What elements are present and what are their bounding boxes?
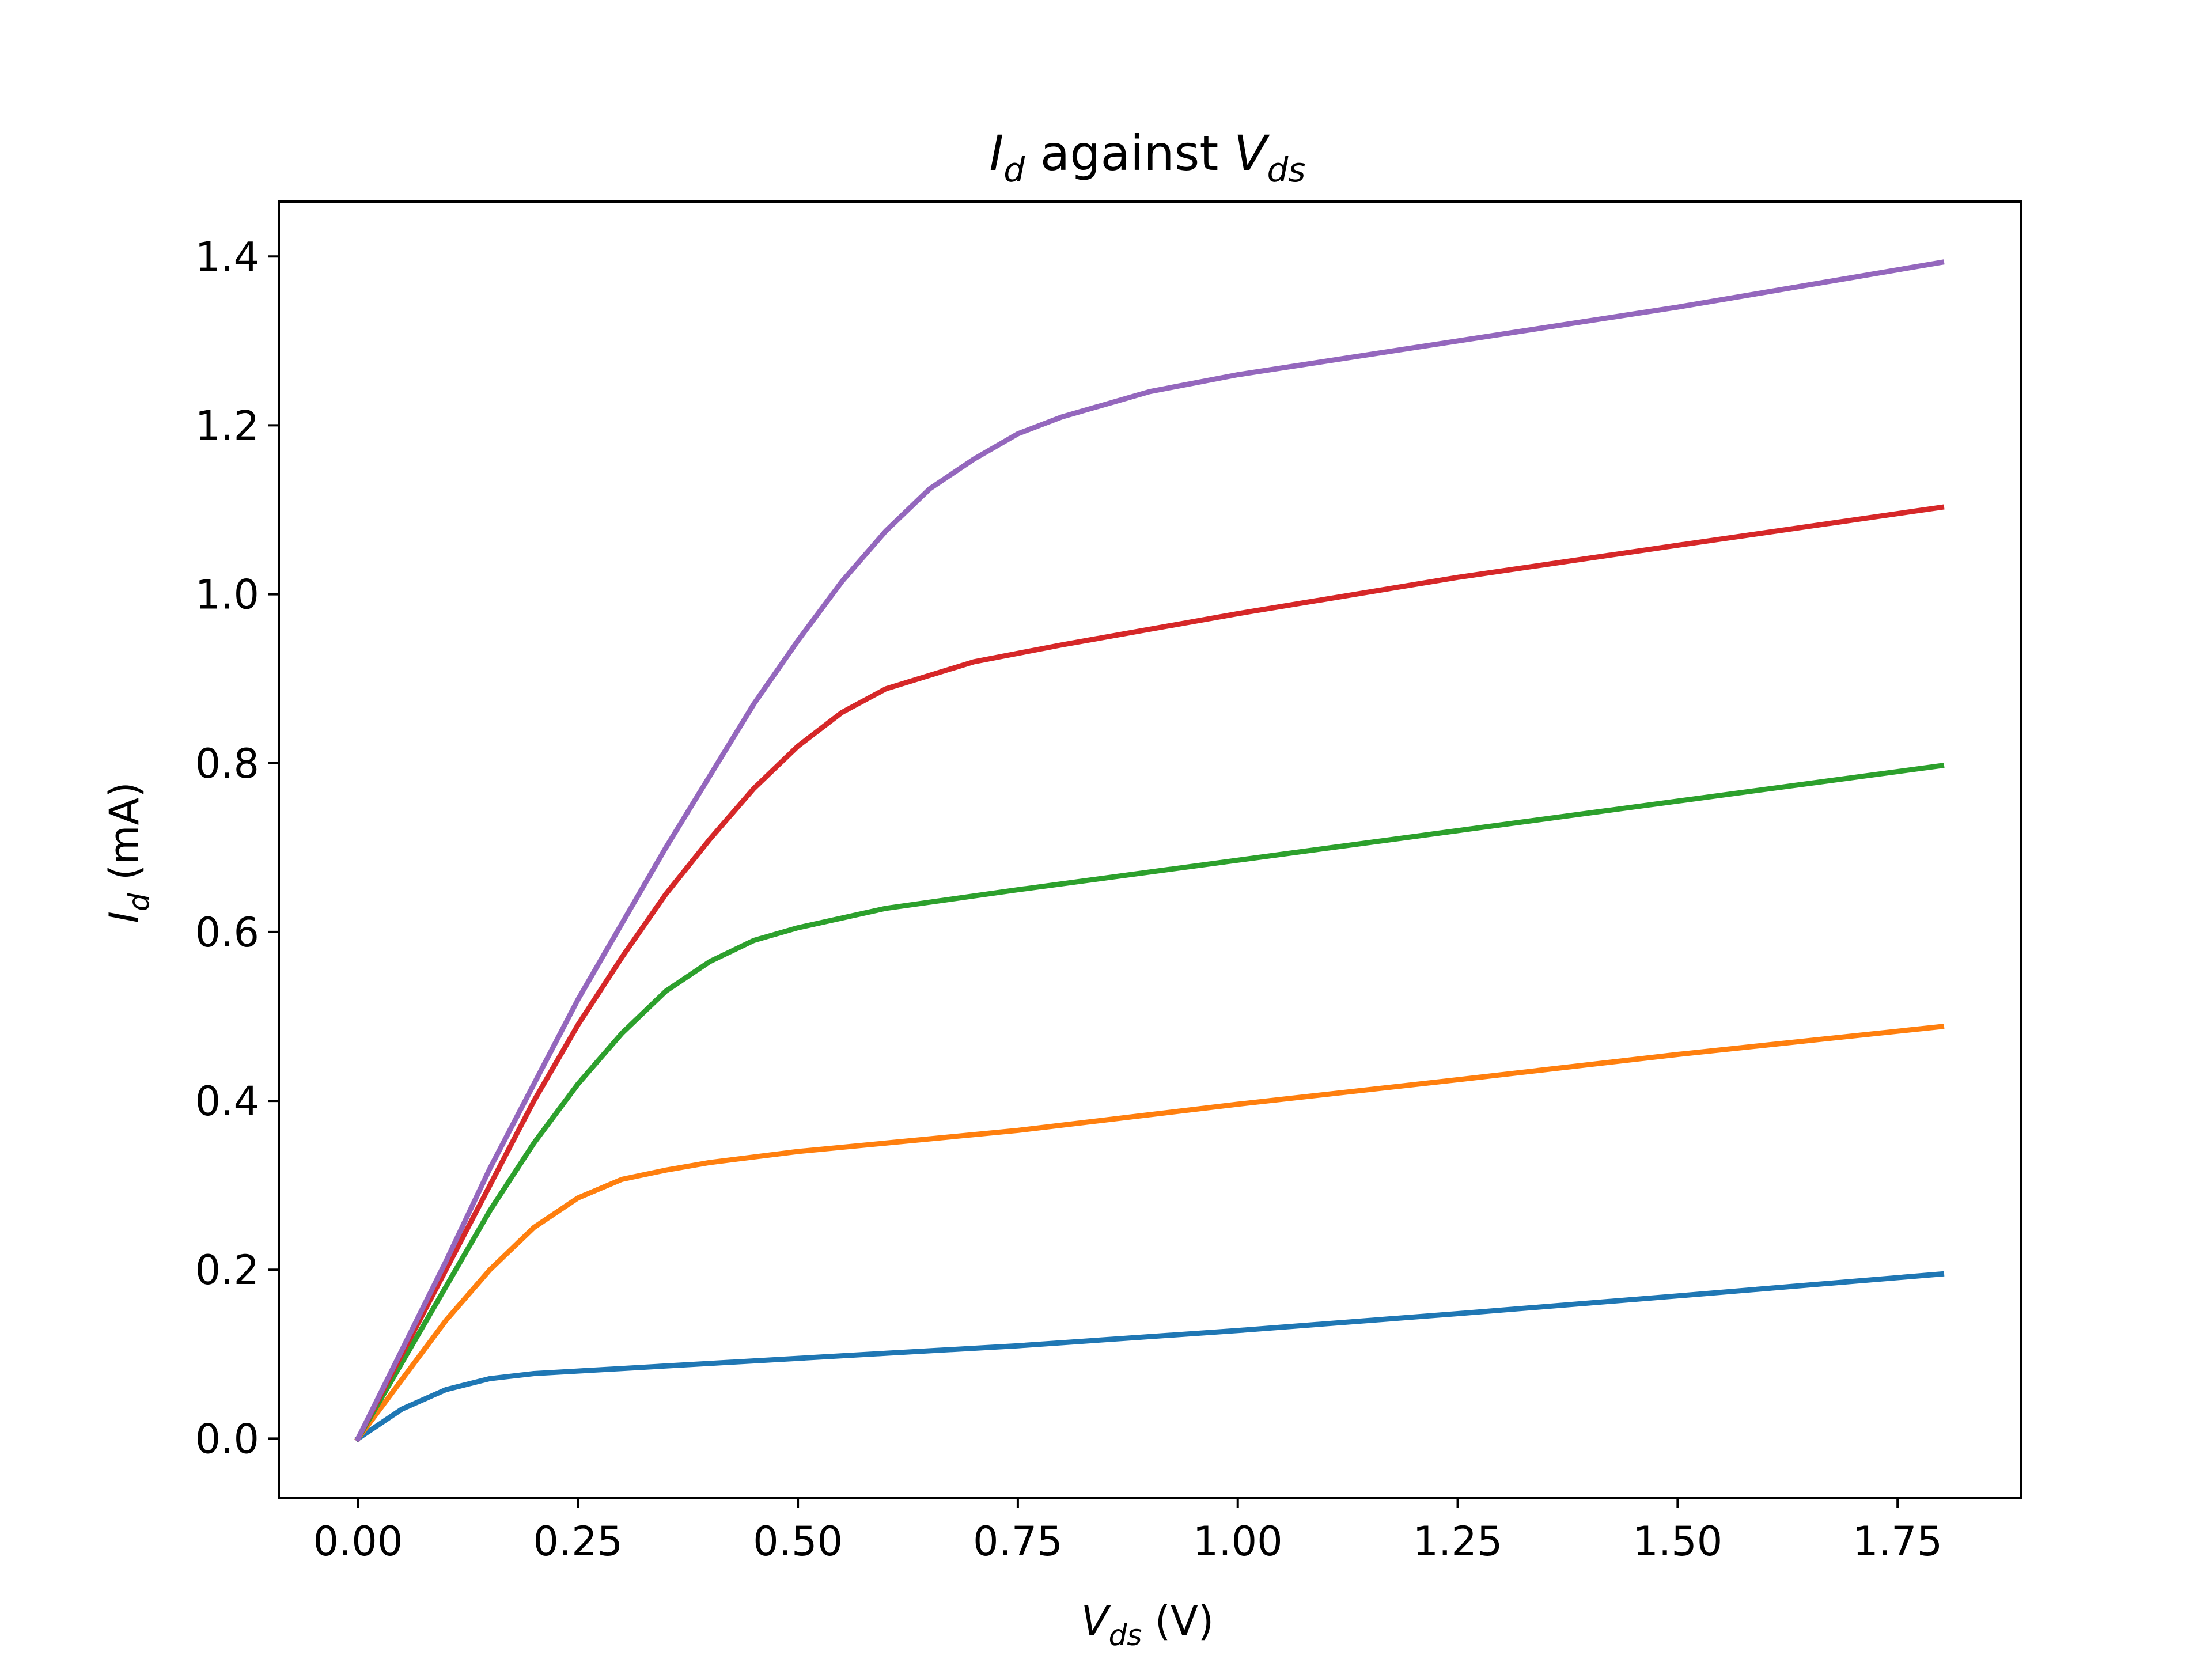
y-label-unit: (mA) <box>101 782 148 893</box>
y-tick-label: 1.4 <box>195 233 259 281</box>
x-tick-label: 1.00 <box>1193 1518 1283 1565</box>
y-label-sub: d <box>122 893 156 911</box>
y-tick-label: 1.2 <box>195 402 259 449</box>
series-line-4 <box>354 504 1945 1442</box>
y-tick-label: 1.0 <box>195 571 259 619</box>
title-vds-var: V <box>1234 125 1270 181</box>
x-ticks: 0.00 0.25 0.50 0.75 1.00 1.25 1.50 1.75 <box>313 1498 1942 1565</box>
y-tick-label: 0.6 <box>195 909 259 956</box>
y-tick-label: 0.0 <box>195 1415 259 1463</box>
x-tick-label: 0.75 <box>973 1518 1063 1565</box>
chart-title: Id against Vds <box>989 125 1305 190</box>
title-vds-sub: ds <box>1267 150 1305 190</box>
x-tick-label: 0.00 <box>313 1518 403 1565</box>
x-tick-label: 0.25 <box>533 1518 623 1565</box>
title-id-sub: d <box>1003 150 1025 190</box>
y-tick-label: 0.4 <box>195 1078 259 1125</box>
x-tick-label: 0.50 <box>753 1518 843 1565</box>
x-tick-label: 1.75 <box>1853 1518 1942 1565</box>
x-label-var: V <box>1081 1597 1111 1645</box>
y-ticks: 0.0 0.2 0.4 0.6 0.8 1.0 1.2 1.4 <box>195 233 279 1463</box>
x-tick-label: 1.25 <box>1413 1518 1503 1565</box>
y-label-var: I <box>101 911 148 923</box>
x-label-unit: (V) <box>1142 1597 1214 1645</box>
series-line-3 <box>354 763 1945 1442</box>
title-middle: against <box>1025 125 1234 181</box>
series-line-2 <box>354 1024 1945 1442</box>
title-id-var: I <box>989 125 1003 181</box>
y-tick-label: 0.2 <box>195 1247 259 1294</box>
series-line-5 <box>354 259 1945 1442</box>
series-layer <box>354 259 1945 1442</box>
y-tick-label: 0.8 <box>195 740 259 787</box>
x-axis-label: Vds (V) <box>1081 1597 1214 1652</box>
y-axis-label: Id (mA) <box>101 782 156 923</box>
x-tick-label: 1.50 <box>1633 1518 1722 1565</box>
series-line-1 <box>354 1271 1945 1442</box>
x-label-sub: ds <box>1109 1619 1142 1652</box>
plot-frame <box>278 200 2022 1499</box>
